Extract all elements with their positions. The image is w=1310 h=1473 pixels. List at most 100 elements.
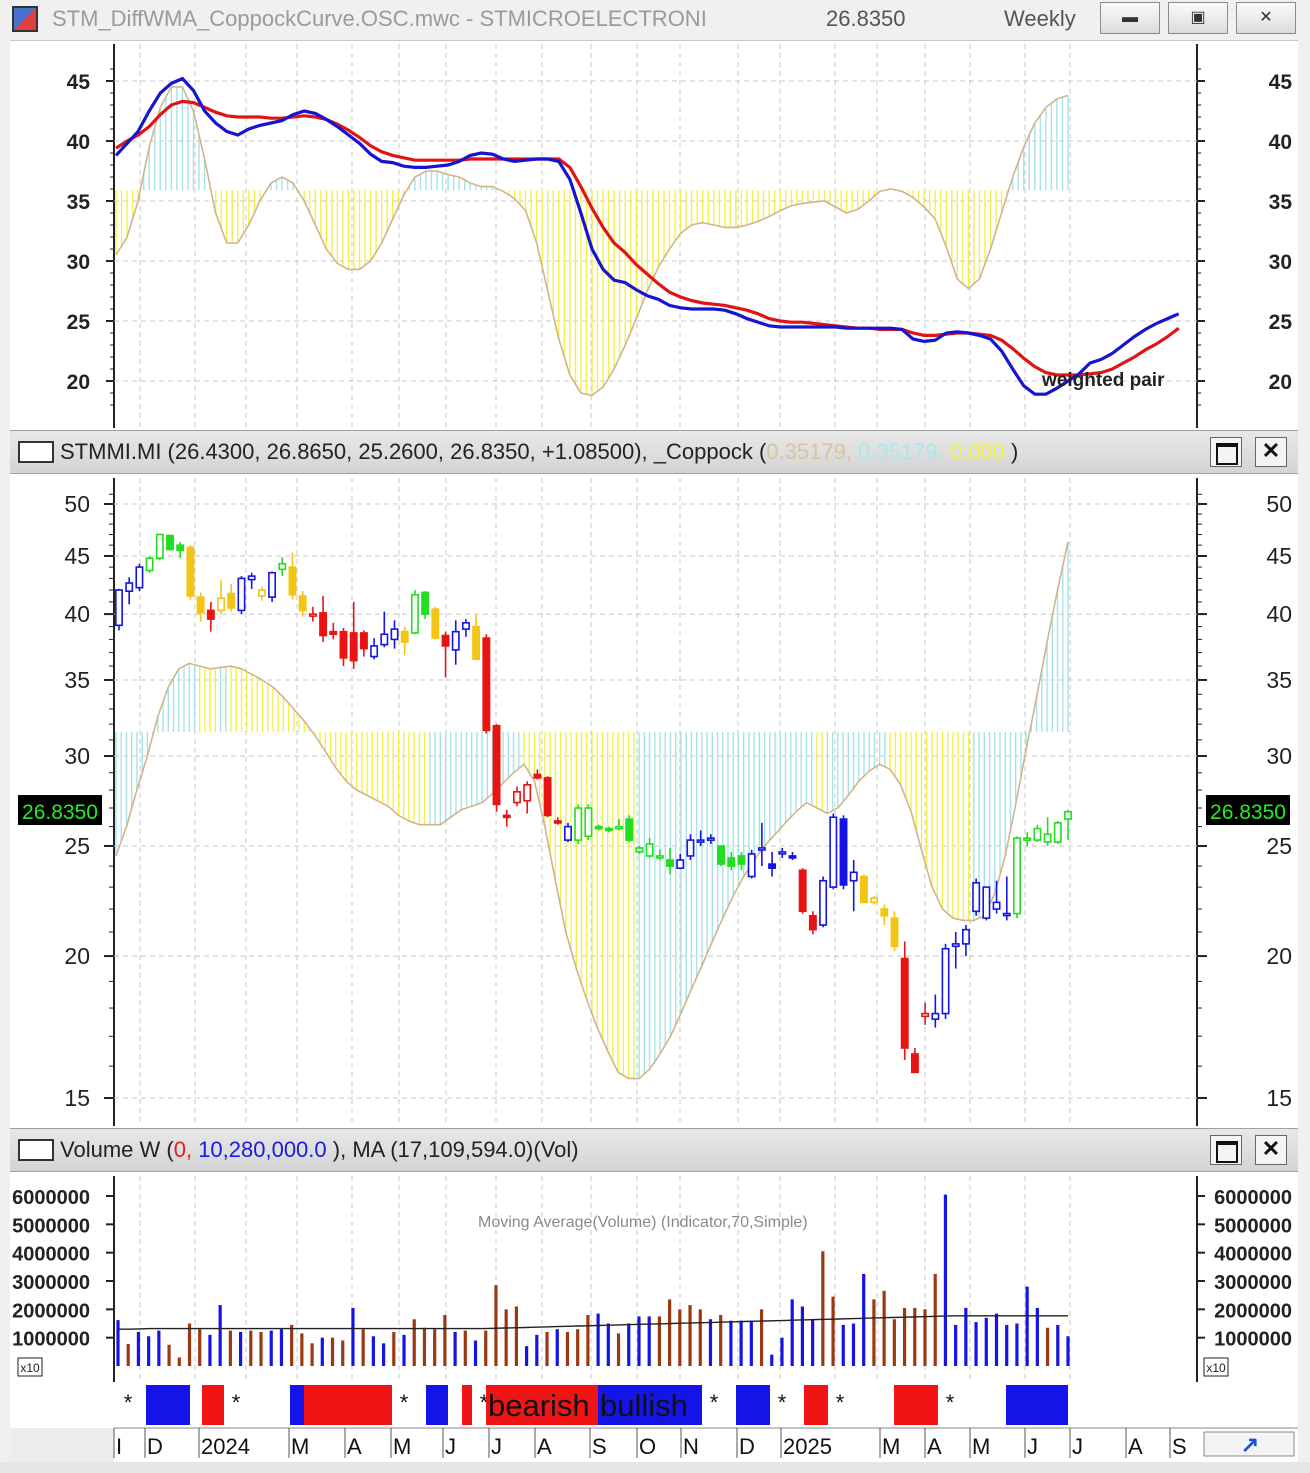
candle-body xyxy=(1053,822,1062,843)
x-tick-label: J xyxy=(1072,1434,1083,1459)
y-tick-label-left: 30 xyxy=(64,743,90,769)
x10-badge-left xyxy=(17,1357,43,1377)
candle-body xyxy=(268,571,277,598)
coppock-value-3: 0.000 xyxy=(949,439,1005,464)
bottom-scroll-strip[interactable] xyxy=(0,1462,1310,1473)
signal-segment xyxy=(462,1385,472,1425)
signal-segment xyxy=(116,1385,146,1425)
candle-body xyxy=(380,633,389,646)
x10-label-left: x10 xyxy=(20,1361,40,1375)
candle-body xyxy=(370,645,379,658)
candle-body xyxy=(941,947,950,1015)
candle-body xyxy=(1033,827,1042,841)
candle-body xyxy=(982,886,991,919)
candle-body xyxy=(410,593,419,634)
candle-body xyxy=(196,596,205,614)
candle-body xyxy=(819,879,828,926)
candle-body xyxy=(217,597,226,612)
x-tick-label: D xyxy=(147,1434,163,1459)
x-tick-label: S xyxy=(1172,1434,1187,1459)
y-tick-label-left: 5000000 xyxy=(12,1215,90,1237)
candle-body xyxy=(778,851,787,855)
signal-segment xyxy=(702,1385,736,1425)
candle-body xyxy=(727,857,736,867)
pane-close-button[interactable]: ✕ xyxy=(1255,437,1287,467)
candle-body xyxy=(870,897,879,904)
pane-close-button[interactable]: ✕ xyxy=(1255,1135,1287,1165)
signal-segment xyxy=(392,1385,426,1425)
candle-body xyxy=(421,591,430,615)
candle-body xyxy=(788,855,797,859)
title-price: 26.8350 xyxy=(826,6,906,31)
candle-body xyxy=(574,807,583,841)
candle-body xyxy=(308,613,317,617)
app-icon xyxy=(12,6,38,32)
signal-segment xyxy=(202,1385,224,1425)
pane-maximize-button[interactable] xyxy=(1210,1135,1242,1165)
plot-area xyxy=(10,1176,1298,1382)
y-tick-label-right: 6000000 xyxy=(1214,1187,1292,1209)
coppock-header-suffix: ) xyxy=(1011,439,1019,464)
candle-body xyxy=(910,1053,919,1074)
x-tick-label: N xyxy=(683,1434,699,1459)
signal-segment xyxy=(736,1385,770,1425)
y-tick-label-right: 30 xyxy=(1266,743,1292,769)
maximize-button[interactable]: ▣ xyxy=(1168,2,1228,34)
volume-pane-header: Volume W (0, 10,280,000.0 ), MA (17,109,… xyxy=(10,1128,1298,1172)
x-tick-label: M xyxy=(393,1434,411,1459)
candle-body xyxy=(625,818,634,841)
last-price-badge-right xyxy=(1206,795,1290,826)
y-tick-label-left: 4000000 xyxy=(12,1244,90,1266)
window-frame-left xyxy=(0,40,10,1473)
signal-segment xyxy=(304,1385,392,1425)
x-tick-label: M xyxy=(972,1434,990,1459)
candle-body xyxy=(145,557,154,572)
coppock-value-1: 0.35179, xyxy=(766,439,852,464)
y-tick-label-left: 20 xyxy=(67,371,90,394)
signal-segment xyxy=(894,1385,938,1425)
x-tick-label: D xyxy=(739,1434,755,1459)
candle-body xyxy=(115,589,123,627)
candle-body xyxy=(339,630,348,659)
y-tick-label-right: 40 xyxy=(1266,601,1292,627)
coppock-header-prefix: STMMI.MI (26.4300, 26.8650, 25.2600, 26.… xyxy=(60,439,767,464)
y-tick-label-right: 5000000 xyxy=(1214,1215,1292,1237)
candle-body xyxy=(696,839,705,843)
y-tick-label-left: 1000000 xyxy=(12,1329,90,1351)
candle-body xyxy=(666,859,674,867)
candle-body xyxy=(206,609,215,620)
y-tick-label-right: 35 xyxy=(1269,191,1293,214)
x-tick-label: A xyxy=(347,1434,362,1459)
pane-maximize-button[interactable] xyxy=(1210,437,1242,467)
candle-body xyxy=(390,628,399,641)
signal-label: bullish xyxy=(600,1388,688,1423)
candle-body xyxy=(604,827,613,832)
candle-body xyxy=(768,863,777,869)
candle-body xyxy=(329,630,338,636)
window-title: STM_DiffWMA_CoppockCurve.OSC.mwc - STMIC… xyxy=(52,6,707,31)
x-tick-label: A xyxy=(1128,1434,1143,1459)
volume-value-1: 0, xyxy=(173,1137,193,1162)
signal-star: * xyxy=(836,1390,845,1415)
x-tick-label: J xyxy=(491,1434,502,1459)
candle-body xyxy=(972,882,981,913)
x-tick-label: S xyxy=(592,1434,607,1459)
candle-body xyxy=(839,818,848,886)
signal-star: * xyxy=(124,1390,133,1415)
candle-body xyxy=(635,847,644,853)
close-button[interactable]: ✕ xyxy=(1236,2,1296,34)
volume-header-prefix: Volume W ( xyxy=(60,1137,174,1162)
volume-header-ma: ), MA (17,109,594.0)(Vol) xyxy=(332,1137,579,1162)
y-tick-label-right: 20 xyxy=(1266,943,1292,969)
candle-body xyxy=(553,820,562,824)
y-tick-label-right: 50 xyxy=(1266,491,1292,517)
y-tick-label-left: 25 xyxy=(67,311,91,334)
last-price-label-right: 26.8350 xyxy=(1210,801,1286,824)
candle-body xyxy=(502,814,511,819)
minimize-button[interactable]: ▬ xyxy=(1100,2,1160,34)
candle-body xyxy=(349,632,358,662)
x-tick-label: 2024 xyxy=(201,1434,250,1459)
candle-body xyxy=(176,544,185,552)
candle-body xyxy=(472,625,481,661)
y-tick-label-right: 15 xyxy=(1266,1085,1292,1111)
